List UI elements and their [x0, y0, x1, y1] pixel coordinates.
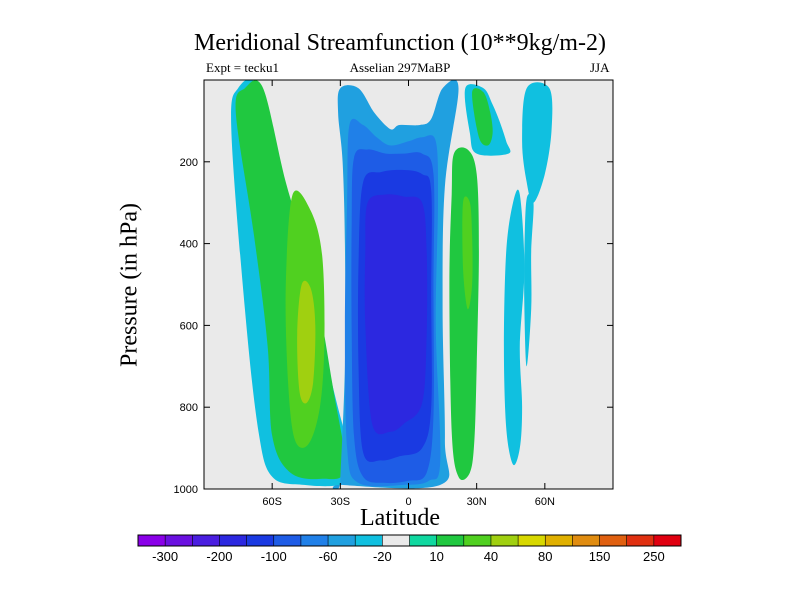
colorbar-label: -20	[373, 549, 392, 564]
colorbar-label: -60	[319, 549, 338, 564]
colorbar-swatch	[599, 535, 627, 546]
colorbar-swatch	[328, 535, 356, 546]
contour-nh-high-lat-cell	[522, 82, 553, 203]
colorbar-swatch	[490, 535, 519, 546]
colorbar-label: 150	[589, 549, 611, 564]
colorbar-swatch	[572, 535, 600, 546]
colorbar-swatch	[409, 535, 437, 546]
contour-sh-positive-max	[297, 280, 316, 404]
experiment-subtitle: Asselian 297MaBP	[349, 60, 451, 75]
contour-nh-upper-core	[472, 88, 493, 146]
season-label: JJA	[590, 60, 610, 75]
colorbar-swatch	[219, 535, 247, 546]
colorbar-swatch	[138, 535, 166, 546]
contour-nh-positive-cell	[449, 147, 479, 481]
y-tick-label: 400	[180, 239, 198, 251]
experiment-label: Expt = tecku1	[206, 60, 280, 75]
colorbar-swatch	[626, 535, 655, 546]
y-tick-label: 800	[180, 402, 198, 414]
colorbar-label: 80	[538, 549, 552, 564]
colorbar-label: 40	[484, 549, 498, 564]
x-axis-label: Latitude	[360, 505, 440, 531]
y-tick-label: 200	[180, 157, 198, 169]
colorbar-swatch	[273, 535, 302, 546]
chart-title: Meridional Streamfunction (10**9kg/m-2)	[194, 30, 606, 56]
contour-hadley-core	[364, 194, 428, 435]
colorbar-swatch	[463, 535, 492, 546]
x-tick-label: 30S	[331, 496, 351, 508]
colorbar-swatch	[436, 535, 465, 546]
y-tick-label: 600	[180, 320, 198, 332]
colorbar-label: 250	[643, 549, 665, 564]
x-tick-label: 30N	[467, 496, 487, 508]
contour-nh-mid-cell-2	[524, 193, 534, 367]
colorbar-swatch	[300, 535, 329, 546]
colorbar-label: -100	[261, 549, 287, 564]
colorbar-label: -300	[152, 549, 178, 564]
x-tick-label: 60N	[535, 496, 555, 508]
colorbar-swatch	[382, 535, 410, 546]
contour-regions	[231, 80, 553, 489]
colorbar-swatch	[355, 535, 383, 546]
colorbar-label: -200	[206, 549, 232, 564]
colorbar-swatch	[518, 535, 546, 546]
x-tick-label: 60S	[262, 496, 282, 508]
y-tick-label: 1000	[174, 484, 198, 496]
colorbar-swatch	[192, 535, 220, 546]
contour-nh-mid-cell	[503, 189, 525, 466]
colorbar-swatch	[246, 535, 275, 546]
colorbar: -300 -200 -100 -60 -20 10 40 80 150 250	[137, 534, 682, 564]
colorbar-swatch	[653, 535, 682, 546]
x-tick-label: 0	[405, 496, 411, 508]
colorbar-swatch	[545, 535, 573, 546]
contour-nh-positive-core	[462, 196, 473, 310]
colorbar-label: 10	[429, 549, 443, 564]
colorbar-swatch	[165, 535, 193, 546]
axes: 60S 30S 0 30N 60N 200 400 600 800 1000	[174, 80, 613, 508]
